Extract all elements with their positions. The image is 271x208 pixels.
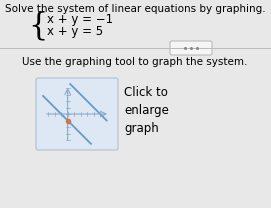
Text: {: { [28,10,48,42]
Text: Solve the system of linear equations by graphing.: Solve the system of linear equations by … [5,4,265,14]
Text: Use the graphing tool to graph the system.: Use the graphing tool to graph the syste… [22,57,248,67]
Text: x + y = −1: x + y = −1 [47,14,113,26]
Text: x + y = 5: x + y = 5 [47,26,103,38]
FancyBboxPatch shape [170,41,212,55]
Text: Click to
enlarge
graph: Click to enlarge graph [124,86,169,135]
FancyBboxPatch shape [36,78,118,150]
